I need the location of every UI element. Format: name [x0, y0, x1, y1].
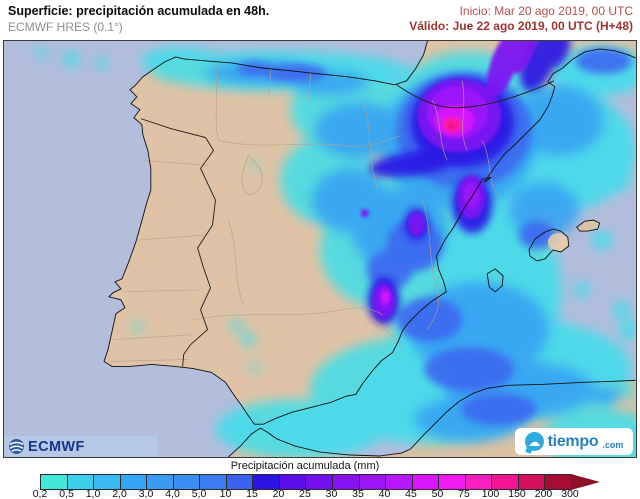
legend-color-cell	[279, 475, 307, 489]
legend-title: Precipitación acumulada (mm)	[230, 460, 380, 472]
legend-color-cell	[94, 475, 121, 489]
legend-color-cell	[545, 475, 571, 489]
legend-tick-label: 100	[481, 488, 500, 499]
legend-color-cell	[412, 475, 440, 489]
precip-magenta-core	[381, 104, 475, 303]
legend-tick-label: 4,0	[165, 488, 180, 499]
valid-time-label: Válido: Jue 22 ago 2019, 00 UTC (H+48)	[409, 19, 633, 33]
ecmwf-logo[interactable]: ECMWF	[4, 436, 158, 457]
tiempo-cloud-icon: ☁	[524, 432, 544, 451]
legend-tick-label: 15	[246, 488, 258, 499]
tiempo-logo[interactable]: ☁ tiempo .com	[515, 428, 633, 455]
legend-color-cell	[386, 475, 413, 489]
coastlines	[103, 41, 636, 457]
legend-tick-label: 45	[405, 488, 417, 499]
legend-tick-label: 1,0	[85, 488, 101, 499]
ecmwf-logo-label: ECMWF	[28, 438, 85, 455]
legend-color-bar	[40, 474, 572, 490]
legend-color-cell	[173, 475, 201, 489]
legend-tick-label: 150	[508, 488, 526, 499]
legend-tick-label: 25	[299, 488, 311, 499]
legend-color-cell	[359, 475, 387, 489]
legend-tick-label: 0,5	[59, 488, 74, 499]
legend-tick-label: 200	[534, 488, 553, 499]
legend-color-cell	[518, 475, 546, 489]
legend-tick-label: 3,0	[138, 488, 154, 499]
legend-tick-label: 35	[352, 488, 364, 499]
legend-color-cell	[306, 475, 334, 489]
legend-tick-label: 0,2	[32, 488, 48, 499]
legend-tick-label: 2,0	[112, 488, 127, 499]
run-init-label: Inicio: Mar 20 ago 2019, 00 UTC	[459, 4, 633, 18]
legend-color-cell	[41, 475, 68, 489]
legend-color-cell	[253, 475, 280, 489]
legend-color-cell	[147, 475, 174, 489]
tiempo-logo-word: tiempo	[547, 432, 599, 450]
legend-tick-label: 20	[272, 488, 285, 499]
legend-color-cell	[465, 475, 493, 489]
province-borders	[109, 60, 498, 362]
legend-color-cell	[492, 475, 519, 489]
legend-color-cell	[67, 475, 95, 489]
mallorca-clearing	[547, 233, 568, 251]
national-borders	[140, 80, 555, 367]
legend-arrow-cap	[571, 474, 600, 490]
ecmwf-globe-icon	[9, 439, 24, 454]
legend-tick-label: 30	[325, 488, 338, 499]
legend-tick-label: 75	[458, 488, 470, 499]
legend-tick-label: 40	[378, 488, 391, 499]
legend-color-cell	[226, 475, 254, 489]
legend-tick-label: 10	[219, 488, 232, 499]
legend-color-cell	[333, 475, 360, 489]
legend-color-cell	[120, 475, 148, 489]
legend-tick-labels: 0,2 0,5 1,0 2,0 3,0 4,0 5,0 10 15 20 25 30 35 40 45 50 7…	[0, 488, 640, 499]
legend-tick-label: 300	[561, 488, 579, 499]
map-canvas	[4, 41, 636, 457]
legend-color-cell	[439, 475, 466, 489]
tiempo-logo-tld: .com	[602, 439, 624, 450]
legend-color-cell	[200, 475, 227, 489]
legend-tick-label: 50	[431, 488, 444, 499]
model-subtitle: ECMWF HRES (0.1°)	[8, 20, 123, 34]
legend-tick-label: 5,0	[191, 488, 207, 499]
page-title: Superficie: precipitación acumulada en 4…	[8, 4, 270, 18]
precipitation-map: ECMWF ☁ tiempo .com	[3, 40, 637, 458]
